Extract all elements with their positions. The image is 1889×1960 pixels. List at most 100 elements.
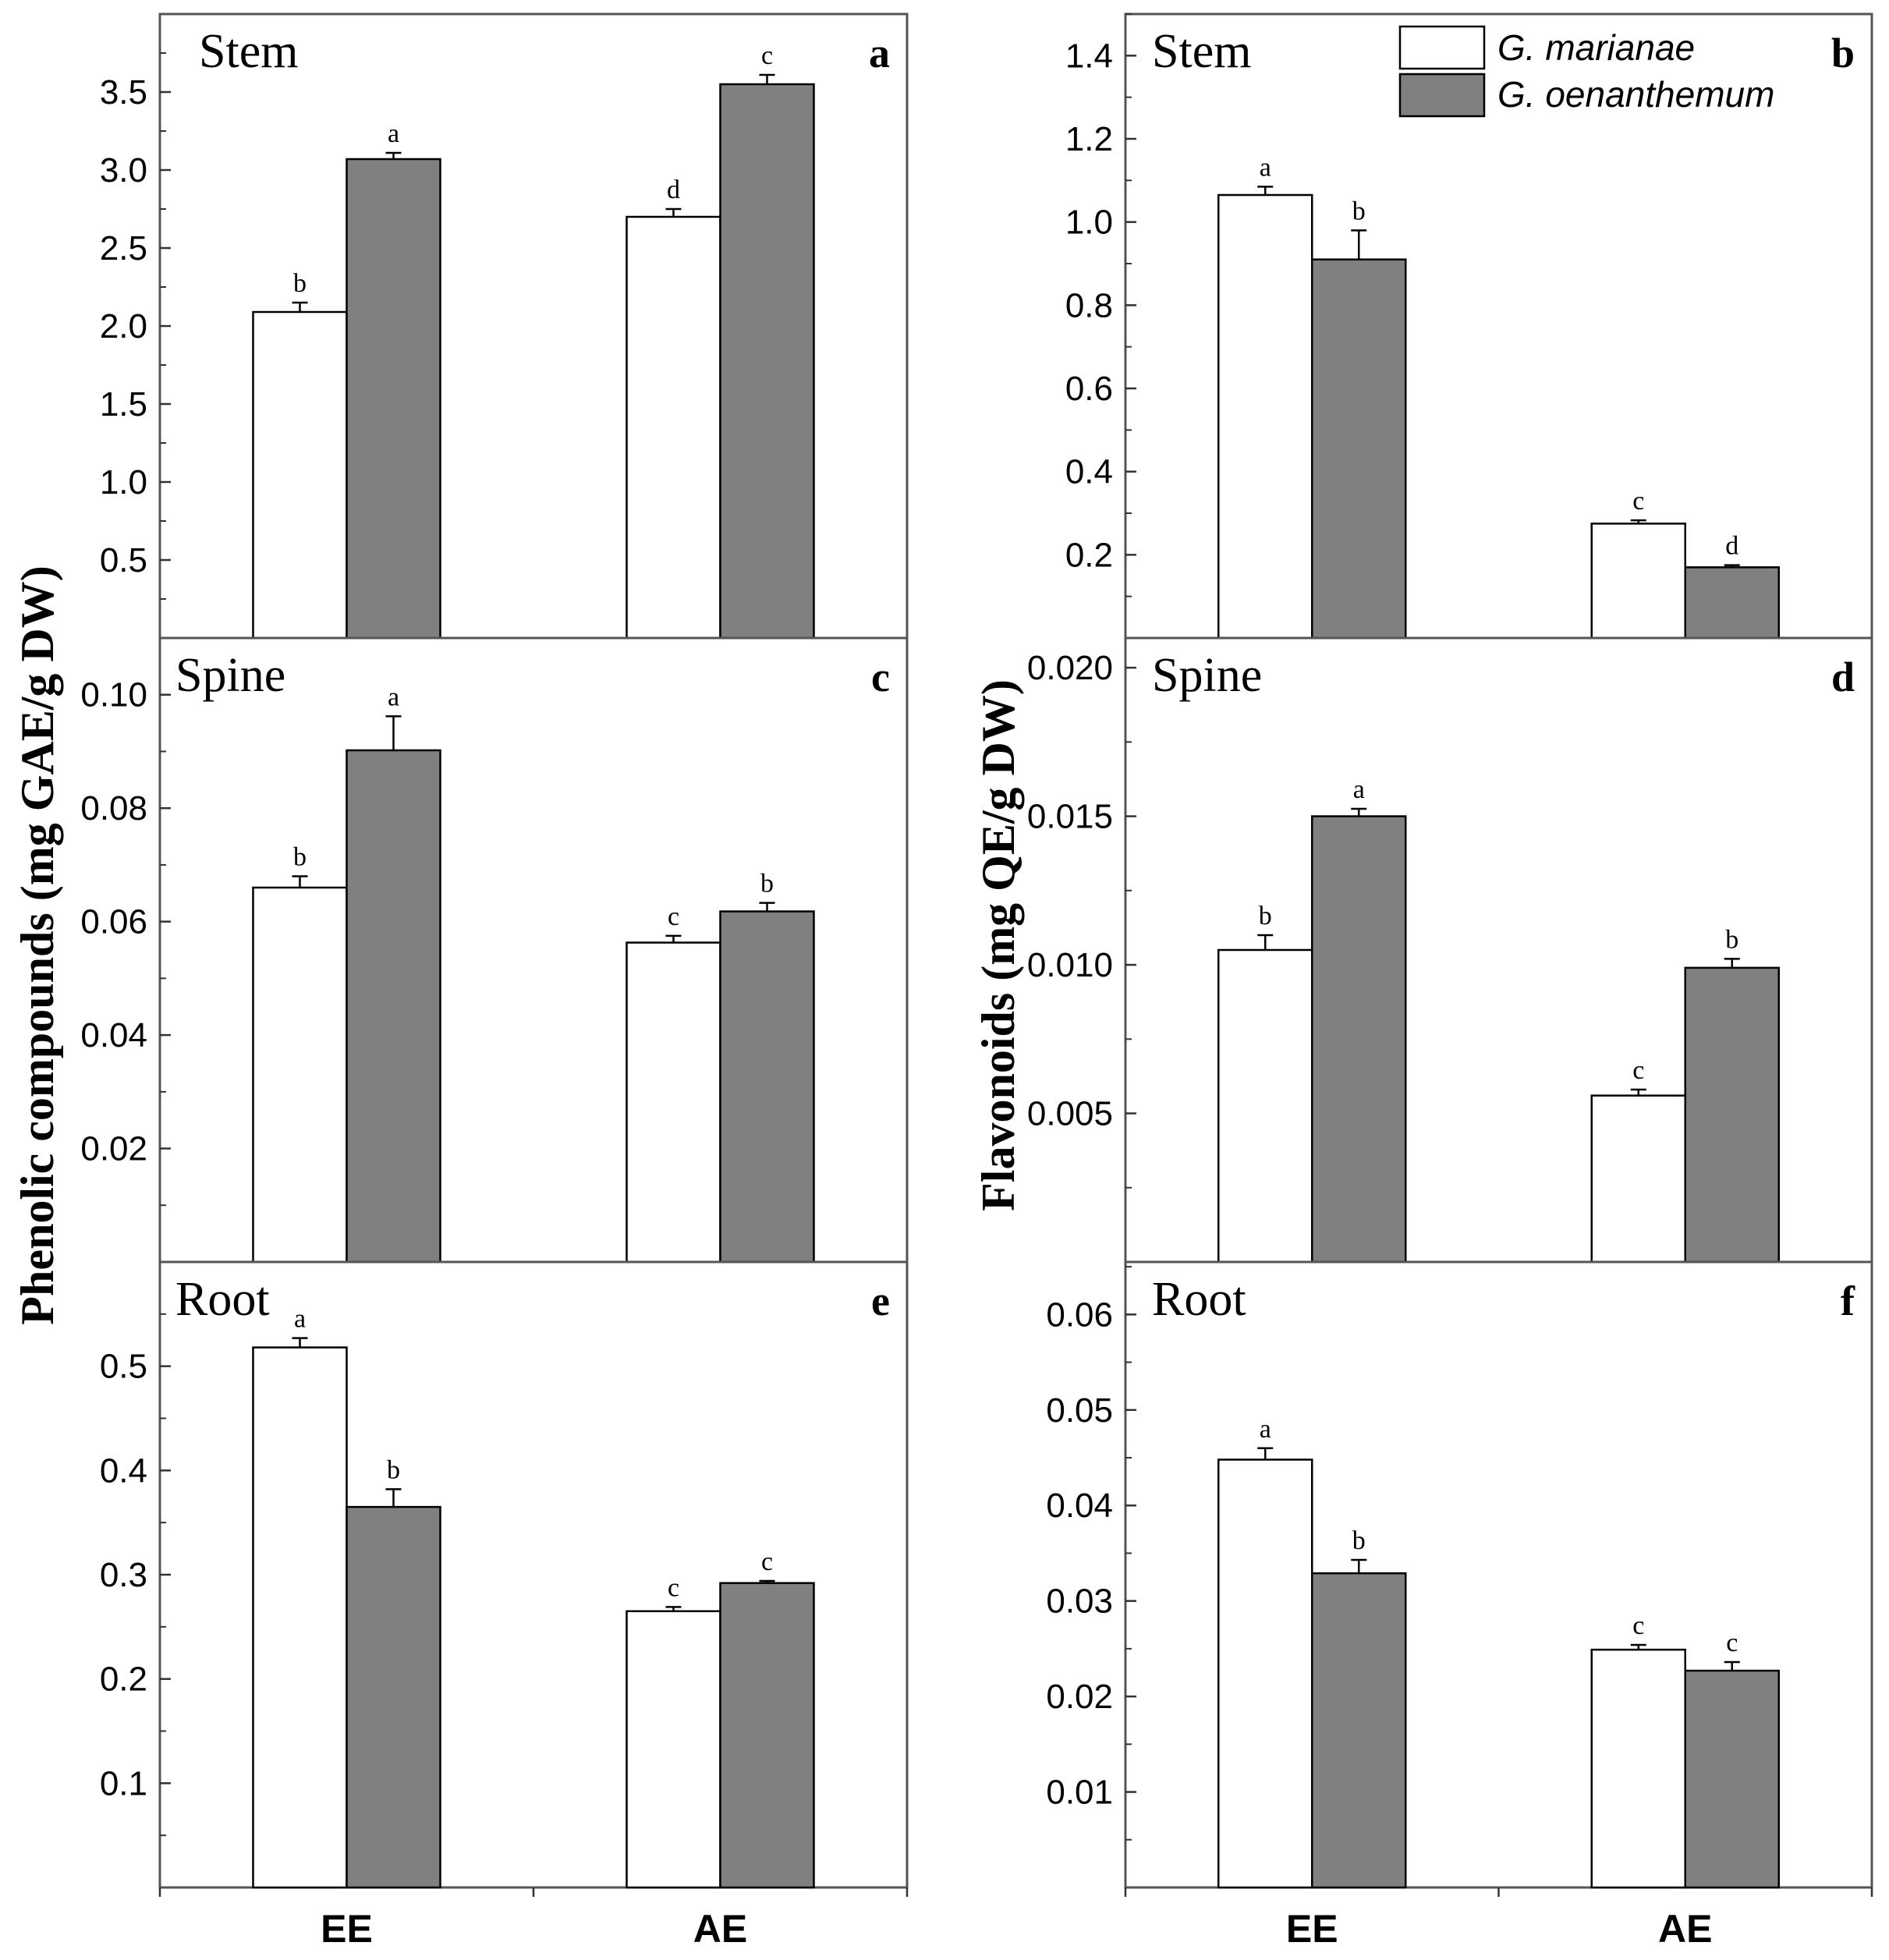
- y-tick-label: 0.03: [1046, 1583, 1113, 1621]
- y-tick-label: 1.4: [1065, 37, 1113, 75]
- panel-letter: e: [871, 1278, 890, 1324]
- y-tick-label: 0.05: [1046, 1391, 1113, 1430]
- significance-label: c: [761, 41, 773, 70]
- bar-g-marianae-ae: [626, 1610, 721, 1889]
- y-tick-label: 0.8: [1065, 286, 1113, 324]
- bar-g-marianae-ae: [626, 941, 721, 1264]
- significance-label: c: [1632, 1611, 1644, 1640]
- y-tick-label: 2.0: [100, 307, 147, 346]
- significance-label: a: [388, 119, 399, 148]
- significance-label: b: [1352, 1526, 1366, 1555]
- panel-title: Stem: [199, 25, 298, 78]
- y-tick-label: 0.5: [100, 1348, 147, 1386]
- y-tick-label: 0.01: [1046, 1774, 1113, 1812]
- y-axis-title-left: Phenolic compounds (mg GAE/g DW): [12, 565, 63, 1324]
- bar-g-marianae-ee: [252, 886, 348, 1264]
- x-category-label: EE: [1286, 1907, 1338, 1951]
- y-tick-label: 0.08: [80, 789, 147, 828]
- y-tick-label: 1.0: [1065, 204, 1113, 242]
- panel-b: 0.2 0.4 0.6 0.8 1.0 1.2 1.4 a b c d Stem b: [1065, 12, 1873, 640]
- y-tick-label: 0.1: [100, 1764, 147, 1802]
- panel-title: Spine: [1152, 649, 1262, 702]
- y-tick-label: 0.02: [1046, 1678, 1113, 1716]
- bar-g-marianae-ae: [1590, 1094, 1686, 1264]
- y-tick-label: 0.005: [1027, 1095, 1113, 1133]
- panel-letter: c: [871, 654, 890, 700]
- y-tick-label: 0.04: [80, 1016, 147, 1054]
- bar-g-marianae-ee: [252, 310, 348, 640]
- significance-label: b: [760, 870, 774, 898]
- y-tick-label: 1.2: [1065, 120, 1113, 158]
- panel-letter: f: [1841, 1278, 1855, 1324]
- significance-label: b: [1725, 925, 1738, 954]
- significance-label: c: [1726, 1629, 1738, 1657]
- panel-f: 0.01 0.02 0.03 0.04 0.05 0.06 EE AE a b c c Root f: [1046, 1260, 1873, 1951]
- y-tick-label: 0.015: [1027, 798, 1113, 836]
- significance-label: c: [1632, 487, 1644, 516]
- significance-label: b: [387, 1455, 400, 1484]
- bar-g-oenanthemum-ae: [1684, 1669, 1780, 1889]
- y-tick-label: 0.06: [80, 903, 147, 941]
- significance-label: c: [761, 1547, 773, 1576]
- y-tick-label: 0.5: [100, 541, 147, 579]
- y-tick-label: 0.2: [100, 1661, 147, 1699]
- panel-title: Spine: [175, 649, 285, 702]
- bar-g-marianae-ee: [1217, 948, 1313, 1264]
- significance-label: a: [294, 1305, 306, 1334]
- y-tick-label: 1.5: [100, 385, 147, 424]
- y-tick-label: 1.0: [100, 463, 147, 502]
- y-tick-label: 0.04: [1046, 1487, 1113, 1525]
- y-tick-label: 0.010: [1027, 946, 1113, 984]
- y-tick-label: 0.4: [1065, 453, 1113, 491]
- y-tick-label: 0.02: [80, 1130, 147, 1168]
- significance-label: c: [1632, 1056, 1644, 1085]
- significance-label: d: [667, 175, 680, 204]
- panel-title: Stem: [1152, 25, 1251, 78]
- y-tick-label: 0.4: [100, 1451, 147, 1490]
- bar-g-oenanthemum-ee: [1311, 815, 1407, 1264]
- panel-letter: a: [869, 30, 890, 76]
- legend-label-g-oenanthemum: G. oenanthemum: [1497, 74, 1774, 115]
- significance-label: a: [1260, 1415, 1271, 1444]
- panel-d: 0.005 0.010 0.015 0.020 b a c b Spine d: [1027, 636, 1873, 1264]
- bar-g-marianae-ae: [1590, 1648, 1686, 1889]
- x-category-label: AE: [1658, 1907, 1712, 1951]
- bar-g-marianae-ee: [252, 1346, 348, 1889]
- panel-e: 0.1 0.2 0.3 0.4 0.5 EE AE a b c c Root e: [100, 1260, 909, 1951]
- bar-g-oenanthemum-ee: [346, 749, 441, 1264]
- significance-label: b: [293, 269, 307, 298]
- panel-title: Root: [175, 1273, 270, 1326]
- significance-label: b: [1352, 197, 1366, 225]
- panel-letter: d: [1831, 654, 1855, 700]
- y-tick-label: 0.3: [100, 1556, 147, 1594]
- significance-label: a: [1353, 775, 1365, 804]
- x-category-label: EE: [321, 1907, 373, 1951]
- y-tick-label: 0.020: [1027, 649, 1113, 687]
- legend-swatch-g-oenanthemum: [1398, 73, 1486, 118]
- panel-c: 0.02 0.04 0.06 0.08 0.10 b a c b Spine c: [80, 636, 909, 1264]
- bar-g-oenanthemum-ee: [1311, 258, 1407, 640]
- y-tick-label: 0.6: [1065, 370, 1113, 408]
- bar-g-oenanthemum-ae: [719, 910, 815, 1264]
- y-tick-label: 0.06: [1046, 1295, 1113, 1334]
- significance-label: c: [668, 1573, 679, 1602]
- bar-g-marianae-ee: [1217, 193, 1313, 640]
- legend-label-g-marianae: G. marianae: [1497, 27, 1695, 68]
- significance-label: b: [293, 842, 307, 871]
- significance-label: d: [1725, 532, 1738, 561]
- x-category-label: AE: [693, 1907, 747, 1951]
- panel-a: 0.5 1.0 1.5 2.0 2.5 3.0 3.5 b a d c Stem a: [100, 12, 909, 640]
- legend-swatch-g-marianae: [1398, 25, 1486, 70]
- y-tick-label: 2.5: [100, 229, 147, 268]
- significance-label: b: [1259, 902, 1272, 930]
- bar-g-oenanthemum-ee: [1311, 1572, 1407, 1889]
- y-axis-title-right: Flavonoids (mg QE/g DW): [973, 679, 1024, 1211]
- y-tick-label: 0.10: [80, 676, 147, 714]
- significance-label: c: [668, 902, 679, 931]
- y-tick-label: 0.2: [1065, 536, 1113, 574]
- bar-g-marianae-ae: [1590, 523, 1686, 640]
- bar-g-oenanthemum-ae: [719, 83, 815, 640]
- y-tick-label: 3.5: [100, 73, 147, 112]
